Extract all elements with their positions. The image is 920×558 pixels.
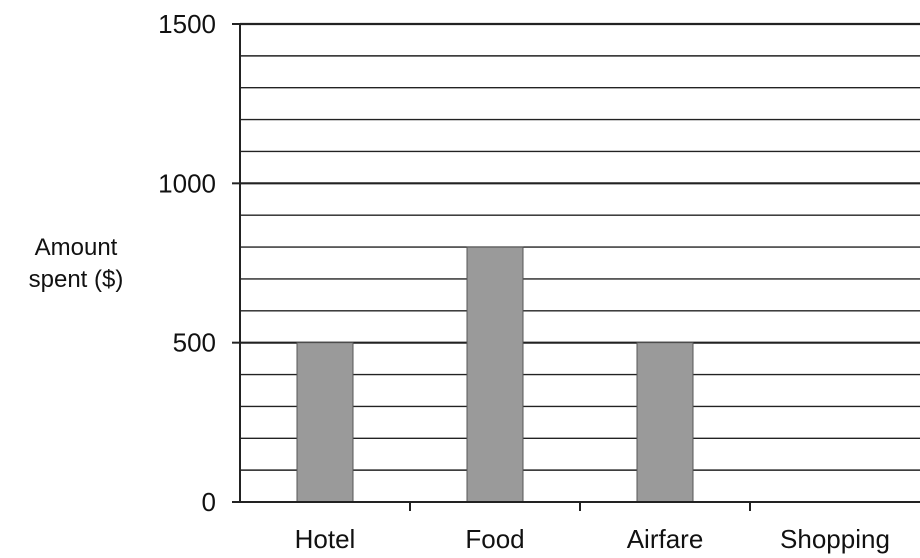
y-tick-label: 0: [202, 487, 216, 517]
x-tick-label: Airfare: [627, 524, 704, 554]
x-tick-label: Shopping: [780, 524, 890, 554]
y-tick-label: 500: [173, 328, 216, 358]
y-axis-title: Amount spent ($): [29, 234, 124, 293]
x-axis-ticks: Hotel Food Airfare Shopping: [295, 502, 890, 554]
x-tick-label: Food: [465, 524, 524, 554]
bar-food: [466, 246, 524, 503]
gridlines: [240, 22, 920, 471]
bar-airfare: [636, 342, 694, 503]
y-tick-label: 1500: [158, 9, 216, 39]
x-tick-label: Hotel: [295, 524, 356, 554]
y-tick-label: 1000: [158, 168, 216, 198]
y-axis-ticks: 0 500 1000 1500: [158, 9, 240, 517]
bars: [296, 246, 694, 503]
y-axis-title-line-2: spent ($): [29, 266, 124, 293]
y-axis-title-line-1: Amount: [35, 234, 118, 261]
bar-hotel: [296, 342, 354, 503]
